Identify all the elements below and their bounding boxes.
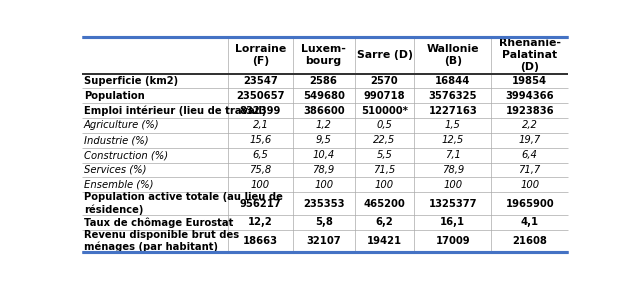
Text: 1923836: 1923836 bbox=[505, 106, 554, 116]
Text: 386600: 386600 bbox=[303, 106, 344, 116]
Text: Superficie (km2): Superficie (km2) bbox=[84, 76, 178, 86]
Text: 18663: 18663 bbox=[243, 236, 278, 246]
Text: 5,5: 5,5 bbox=[377, 150, 392, 160]
Text: 19421: 19421 bbox=[367, 236, 402, 246]
Text: 23547: 23547 bbox=[243, 76, 278, 86]
Text: Wallonie
(B): Wallonie (B) bbox=[427, 44, 479, 66]
Text: 956217: 956217 bbox=[240, 198, 281, 208]
Text: 1,2: 1,2 bbox=[316, 120, 332, 130]
Text: 12,2: 12,2 bbox=[248, 217, 273, 227]
Text: 9,5: 9,5 bbox=[316, 135, 332, 145]
Text: 19854: 19854 bbox=[512, 76, 547, 86]
Text: Emploi intérieur (lieu de travail): Emploi intérieur (lieu de travail) bbox=[84, 106, 266, 116]
Text: Industrie (%): Industrie (%) bbox=[84, 135, 148, 145]
Text: Construction (%): Construction (%) bbox=[84, 150, 168, 160]
Text: 78,9: 78,9 bbox=[442, 165, 464, 175]
Text: 510000*: 510000* bbox=[361, 106, 408, 116]
Text: 12,5: 12,5 bbox=[442, 135, 464, 145]
Text: Lorraine
(F): Lorraine (F) bbox=[235, 44, 286, 66]
Text: 78,9: 78,9 bbox=[313, 165, 335, 175]
Text: Taux de chômage Eurostat: Taux de chômage Eurostat bbox=[84, 217, 233, 228]
Text: 990718: 990718 bbox=[364, 91, 405, 101]
Text: Luxem-
bourg: Luxem- bourg bbox=[301, 44, 346, 66]
Text: 6,5: 6,5 bbox=[252, 150, 268, 160]
Text: 2,2: 2,2 bbox=[522, 120, 538, 130]
Text: Services (%): Services (%) bbox=[84, 165, 146, 175]
Text: 235353: 235353 bbox=[303, 198, 344, 208]
Text: 2570: 2570 bbox=[371, 76, 398, 86]
Text: 2586: 2586 bbox=[310, 76, 338, 86]
Text: 0,5: 0,5 bbox=[377, 120, 392, 130]
Text: 6,4: 6,4 bbox=[522, 150, 538, 160]
Text: 832399: 832399 bbox=[240, 106, 281, 116]
Text: 100: 100 bbox=[520, 180, 540, 190]
Text: 1,5: 1,5 bbox=[445, 120, 461, 130]
Text: Population active totale (au lieu de
résidence): Population active totale (au lieu de rés… bbox=[84, 192, 283, 214]
Text: 7,1: 7,1 bbox=[445, 150, 461, 160]
Text: 1227163: 1227163 bbox=[429, 106, 477, 116]
Text: Revenu disponible brut des
ménages (par habitant): Revenu disponible brut des ménages (par … bbox=[84, 230, 239, 252]
Text: Agriculture (%): Agriculture (%) bbox=[84, 120, 159, 130]
Text: 100: 100 bbox=[251, 180, 270, 190]
Text: 19,7: 19,7 bbox=[519, 135, 541, 145]
Text: 75,8: 75,8 bbox=[249, 165, 271, 175]
Text: Sarre (D): Sarre (D) bbox=[356, 50, 413, 60]
Text: 71,5: 71,5 bbox=[373, 165, 396, 175]
Text: 4,1: 4,1 bbox=[521, 217, 539, 227]
Text: 71,7: 71,7 bbox=[519, 165, 541, 175]
Text: 10,4: 10,4 bbox=[313, 150, 335, 160]
Text: 6,2: 6,2 bbox=[375, 217, 393, 227]
Text: 22,5: 22,5 bbox=[373, 135, 396, 145]
Text: 100: 100 bbox=[443, 180, 462, 190]
Text: Rhénanie-
Palatinat
(D): Rhénanie- Palatinat (D) bbox=[499, 38, 560, 72]
Text: 5,8: 5,8 bbox=[314, 217, 333, 227]
Text: 1965900: 1965900 bbox=[505, 198, 554, 208]
Text: 15,6: 15,6 bbox=[249, 135, 271, 145]
Text: 465200: 465200 bbox=[364, 198, 405, 208]
Text: 2,1: 2,1 bbox=[252, 120, 268, 130]
Text: 32107: 32107 bbox=[306, 236, 341, 246]
Text: Population: Population bbox=[84, 91, 145, 101]
Text: 1325377: 1325377 bbox=[429, 198, 477, 208]
Text: 16,1: 16,1 bbox=[440, 217, 465, 227]
Text: 17009: 17009 bbox=[436, 236, 470, 246]
Text: 21608: 21608 bbox=[512, 236, 547, 246]
Text: 100: 100 bbox=[314, 180, 333, 190]
Text: 3576325: 3576325 bbox=[429, 91, 477, 101]
Text: 3994366: 3994366 bbox=[505, 91, 554, 101]
Text: Ensemble (%): Ensemble (%) bbox=[84, 180, 153, 190]
Text: 100: 100 bbox=[375, 180, 394, 190]
Text: 549680: 549680 bbox=[303, 91, 345, 101]
Text: 2350657: 2350657 bbox=[236, 91, 285, 101]
Text: 16844: 16844 bbox=[435, 76, 470, 86]
